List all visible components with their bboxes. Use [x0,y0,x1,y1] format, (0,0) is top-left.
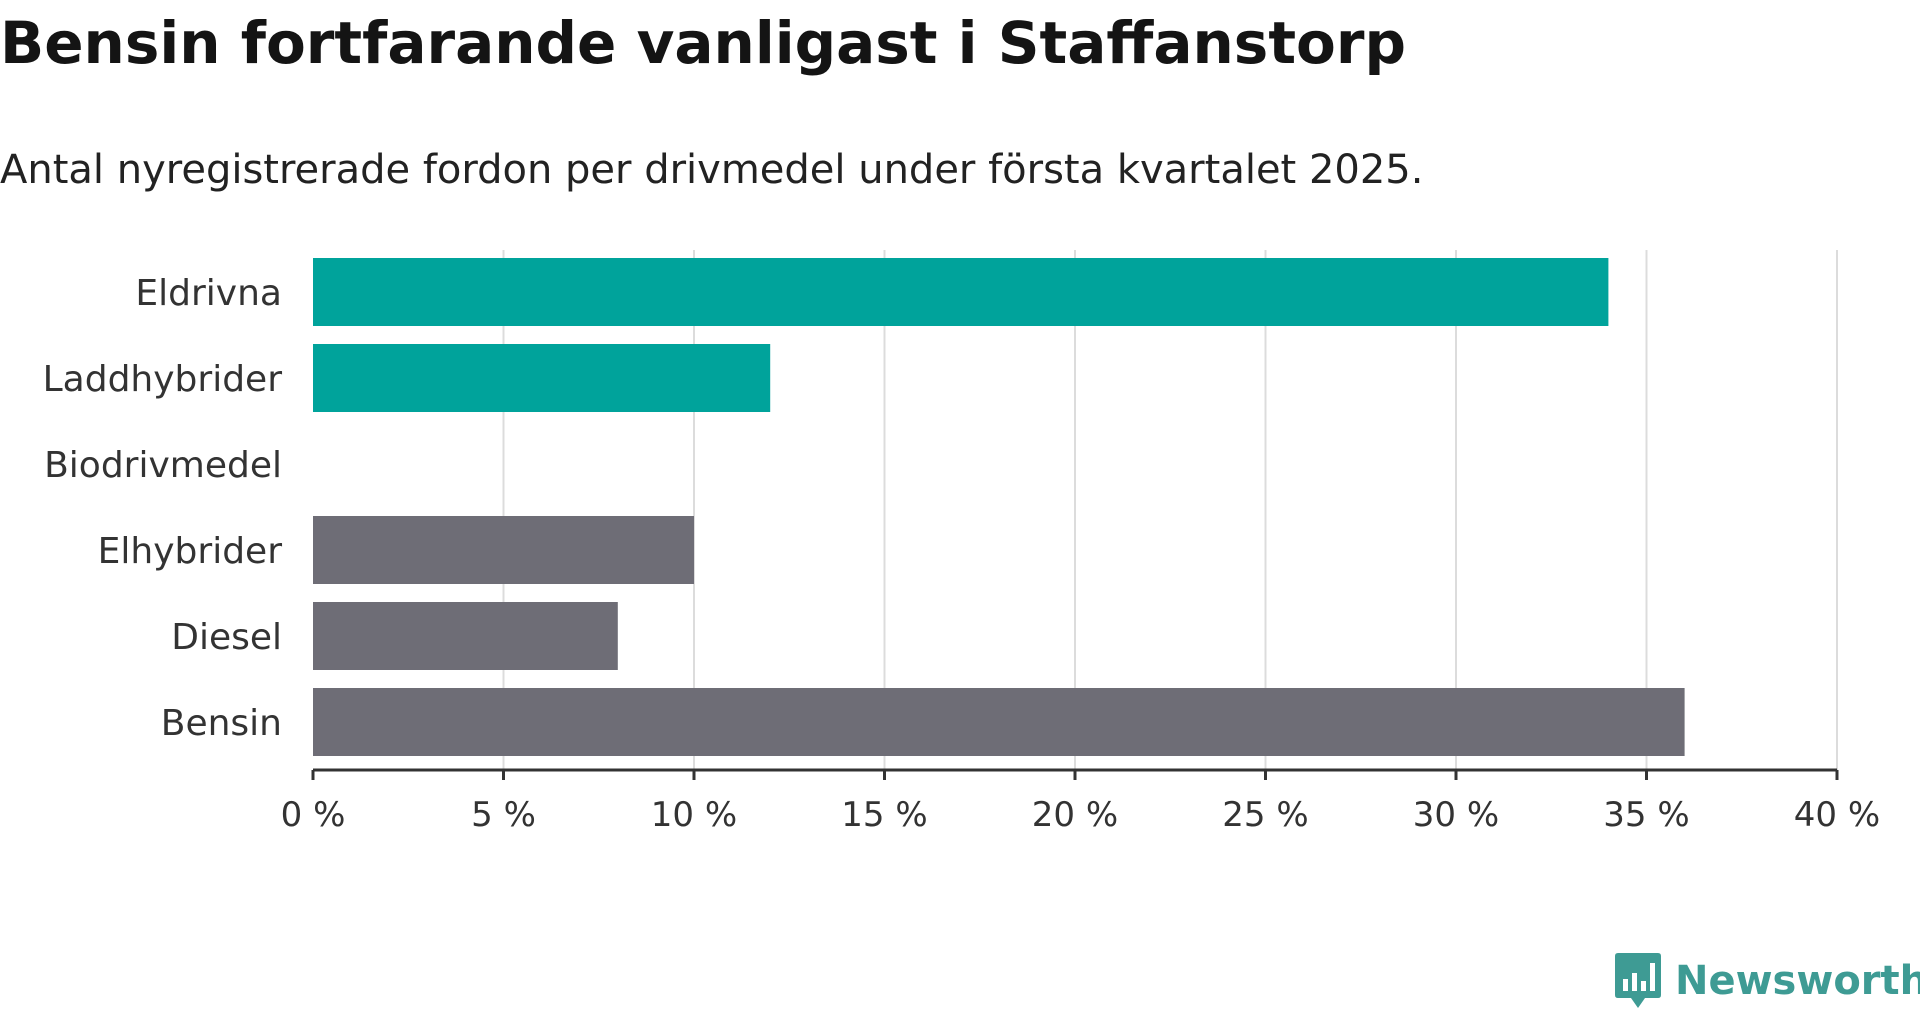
bar-diesel [313,602,618,670]
bar-laddhybrider [313,344,771,412]
x-tick-label: 0 % [281,795,346,835]
x-tick-label: 25 % [1222,795,1308,835]
chart-subtitle: Antal nyregistrerade fordon per drivmede… [0,147,1424,193]
bar-eldrivna [313,258,1609,326]
bar-chart-logo-icon [1615,953,1661,1008]
category-label: Diesel [171,617,282,658]
category-labels: Eldrivna Laddhybrider Biodrivmedel Elhybrid… [43,273,283,744]
bars [313,258,1685,756]
x-tick-label: 20 % [1032,795,1118,835]
x-axis: 0 % 5 % 10 % 15 % 20 % 25 % 30 % 35 % 40 % [281,768,1880,835]
bar-elhybrider [313,516,694,584]
category-label: Elhybrider [98,531,283,572]
category-label: Bensin [161,703,282,744]
newsworthy-logo: Newsworthy [1613,950,1920,1012]
bar-bensin [313,688,1685,756]
chart-title: Bensin fortfarande vanligast i Staffanst… [0,9,1407,77]
x-tick-label: 30 % [1413,795,1499,835]
x-tick-label: 5 % [471,795,536,835]
category-label: Laddhybrider [43,359,283,400]
x-tick-label: 40 % [1794,795,1880,835]
category-label: Biodrivmedel [44,445,282,486]
x-tick-label: 35 % [1603,795,1689,835]
brand-name: Newsworthy [1675,958,1920,1004]
x-tick-label: 10 % [651,795,737,835]
x-tick-label: 15 % [841,795,927,835]
gridlines [502,250,1838,770]
category-label: Eldrivna [135,273,282,314]
